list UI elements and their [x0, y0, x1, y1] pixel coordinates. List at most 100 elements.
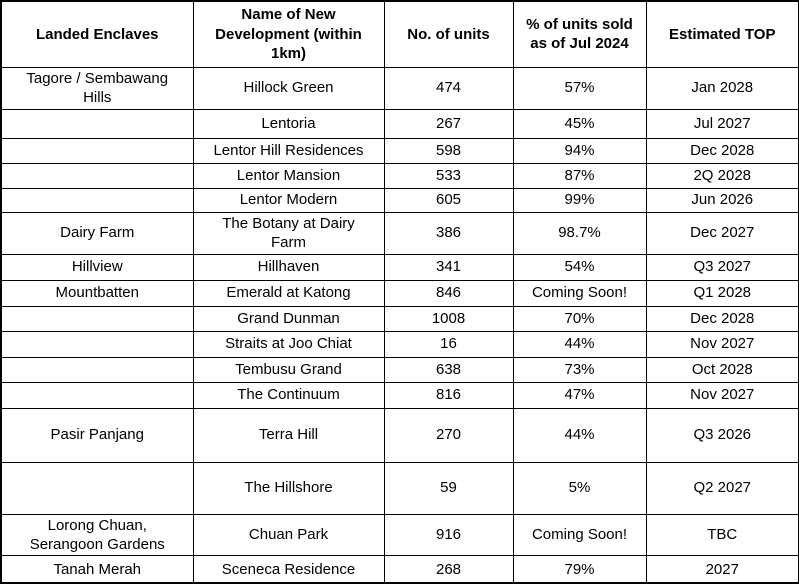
cell-landed-enclave: Dairy Farm [0, 211, 194, 255]
cell-landed-enclave: Tanah Merah [0, 554, 194, 584]
cell-estimated-top: Dec 2028 [645, 305, 799, 332]
cell-landed-enclave [0, 187, 194, 213]
column-header-development-name: Name of New Development (within 1km) [192, 0, 385, 68]
cell-estimated-top: TBC [645, 513, 799, 556]
cell-estimated-top: Q3 2026 [645, 407, 799, 463]
cell-landed-enclave [0, 461, 194, 515]
cell-landed-enclave: Tagore / Sembawang Hills [0, 66, 194, 110]
cell-percent-sold: 87% [512, 162, 647, 189]
table-row: Grand Dunman 1008 70% Dec 2028 [0, 305, 799, 332]
cell-estimated-top: Nov 2027 [645, 381, 799, 409]
cell-development-name: The Continuum [192, 381, 385, 409]
cell-no-of-units: 386 [383, 211, 514, 255]
cell-development-name: Lentoria [192, 108, 385, 139]
cell-no-of-units: 916 [383, 513, 514, 556]
cell-percent-sold: 44% [512, 407, 647, 463]
cell-landed-enclave [0, 381, 194, 409]
cell-no-of-units: 270 [383, 407, 514, 463]
cell-landed-enclave [0, 162, 194, 189]
cell-development-name: Terra Hill [192, 407, 385, 463]
table-row: Tagore / Sembawang Hills Hillock Green 474… [0, 66, 799, 110]
cell-percent-sold: 54% [512, 253, 647, 281]
cell-no-of-units: 474 [383, 66, 514, 110]
cell-percent-sold: 57% [512, 66, 647, 110]
cell-landed-enclave [0, 356, 194, 383]
cell-percent-sold: 5% [512, 461, 647, 515]
cell-estimated-top: Nov 2027 [645, 330, 799, 358]
column-header-landed-enclaves: Landed Enclaves [0, 0, 194, 68]
cell-no-of-units: 816 [383, 381, 514, 409]
cell-development-name: The Botany at Dairy Farm [192, 211, 385, 255]
column-header-no-of-units: No. of units [383, 0, 514, 68]
table-row: Lentoria 267 45% Jul 2027 [0, 108, 799, 139]
cell-estimated-top: Jul 2027 [645, 108, 799, 139]
cell-percent-sold: 79% [512, 554, 647, 584]
cell-landed-enclave [0, 305, 194, 332]
cell-estimated-top: Q2 2027 [645, 461, 799, 515]
cell-no-of-units: 638 [383, 356, 514, 383]
cell-percent-sold: 70% [512, 305, 647, 332]
table-row: The Continuum 816 47% Nov 2027 [0, 381, 799, 409]
cell-no-of-units: 59 [383, 461, 514, 515]
cell-no-of-units: 267 [383, 108, 514, 139]
cell-estimated-top: Jan 2028 [645, 66, 799, 110]
table-row: Mountbatten Emerald at Katong 846 Coming So… [0, 279, 799, 307]
cell-percent-sold: Coming Soon! [512, 279, 647, 307]
cell-development-name: Lentor Mansion [192, 162, 385, 189]
cell-estimated-top: Dec 2027 [645, 211, 799, 255]
cell-percent-sold: 73% [512, 356, 647, 383]
cell-no-of-units: 341 [383, 253, 514, 281]
cell-estimated-top: 2027 [645, 554, 799, 584]
table-row: Lorong Chuan, Serangoon Gardens Chuan Par… [0, 513, 799, 556]
cell-development-name: Hillock Green [192, 66, 385, 110]
cell-estimated-top: 2Q 2028 [645, 162, 799, 189]
cell-development-name: The Hillshore [192, 461, 385, 515]
cell-landed-enclave: Mountbatten [0, 279, 194, 307]
cell-no-of-units: 598 [383, 137, 514, 164]
cell-landed-enclave: Hillview [0, 253, 194, 281]
column-header-estimated-top: Estimated TOP [645, 0, 799, 68]
cell-development-name: Straits at Joo Chiat [192, 330, 385, 358]
cell-development-name: Hillhaven [192, 253, 385, 281]
cell-estimated-top: Dec 2028 [645, 137, 799, 164]
table-row: The Hillshore 59 5% Q2 2027 [0, 461, 799, 515]
table-row: Tembusu Grand 638 73% Oct 2028 [0, 356, 799, 383]
cell-no-of-units: 16 [383, 330, 514, 358]
cell-development-name: Lentor Modern [192, 187, 385, 213]
table-row: Lentor Mansion 533 87% 2Q 2028 [0, 162, 799, 189]
column-header-percent-sold: % of units sold as of Jul 2024 [512, 0, 647, 68]
cell-landed-enclave: Pasir Panjang [0, 407, 194, 463]
cell-no-of-units: 533 [383, 162, 514, 189]
cell-development-name: Tembusu Grand [192, 356, 385, 383]
cell-landed-enclave [0, 137, 194, 164]
cell-percent-sold: 47% [512, 381, 647, 409]
cell-estimated-top: Q1 2028 [645, 279, 799, 307]
cell-development-name: Grand Dunman [192, 305, 385, 332]
cell-no-of-units: 1008 [383, 305, 514, 332]
table-row: Dairy Farm The Botany at Dairy Farm 386 98.… [0, 211, 799, 255]
cell-landed-enclave [0, 108, 194, 139]
table-row: Lentor Modern 605 99% Jun 2026 [0, 187, 799, 213]
cell-percent-sold: 99% [512, 187, 647, 213]
table-row: Tanah Merah Sceneca Residence 268 79% 2027 [0, 554, 799, 584]
table-body: Tagore / Sembawang Hills Hillock Green 474… [0, 66, 799, 584]
table-row: Straits at Joo Chiat 16 44% Nov 2027 [0, 330, 799, 358]
cell-percent-sold: 44% [512, 330, 647, 358]
table-row: Lentor Hill Residences 598 94% Dec 2028 [0, 137, 799, 164]
cell-no-of-units: 846 [383, 279, 514, 307]
table-header: Landed Enclaves Name of New Development … [0, 0, 799, 68]
cell-landed-enclave: Lorong Chuan, Serangoon Gardens [0, 513, 194, 556]
table-row: Pasir Panjang Terra Hill 270 44% Q3 2026 [0, 407, 799, 463]
cell-development-name: Lentor Hill Residences [192, 137, 385, 164]
header-row: Landed Enclaves Name of New Development … [0, 0, 799, 68]
cell-estimated-top: Oct 2028 [645, 356, 799, 383]
cell-percent-sold: 45% [512, 108, 647, 139]
cell-percent-sold: 94% [512, 137, 647, 164]
cell-percent-sold: Coming Soon! [512, 513, 647, 556]
cell-estimated-top: Jun 2026 [645, 187, 799, 213]
cell-landed-enclave [0, 330, 194, 358]
cell-development-name: Sceneca Residence [192, 554, 385, 584]
cell-estimated-top: Q3 2027 [645, 253, 799, 281]
table-row: Hillview Hillhaven 341 54% Q3 2027 [0, 253, 799, 281]
